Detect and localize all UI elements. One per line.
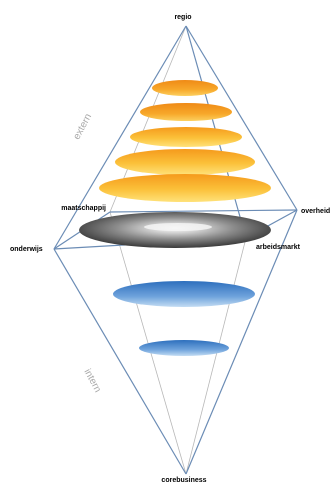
edge-top-right — [185, 25, 298, 211]
middle-layers — [79, 212, 271, 248]
lower-layers — [113, 281, 255, 356]
vertex-label-bottom: corebusiness — [161, 477, 206, 483]
middle-layer-highlight — [144, 223, 212, 231]
upper-layer — [99, 174, 271, 202]
vertex-label-back-left: maatschappij — [61, 205, 106, 212]
upper-layer — [130, 127, 242, 147]
vertex-label-right: overheid — [301, 208, 330, 215]
zone-label-lower: intern — [81, 367, 102, 394]
upper-layers — [99, 80, 271, 202]
lower-layer — [139, 340, 229, 356]
upper-layer — [140, 103, 232, 121]
edge-left-bottom — [53, 248, 187, 475]
lower-layer — [113, 281, 255, 307]
zone-label-upper: extern — [71, 112, 94, 142]
edge-right-bottom — [185, 209, 298, 475]
vertex-label-left: onderwijs — [10, 246, 43, 253]
edge-back-bottom — [109, 211, 187, 475]
upper-layer — [115, 149, 255, 175]
upper-layer — [152, 80, 218, 96]
edge-front-bottom-thin — [185, 237, 247, 475]
edge-back-right — [109, 209, 298, 213]
edge-top-left — [53, 25, 187, 250]
vertex-label-top: regio — [174, 14, 191, 21]
vertex-label-front-right: arbeidsmarkt — [256, 244, 301, 251]
